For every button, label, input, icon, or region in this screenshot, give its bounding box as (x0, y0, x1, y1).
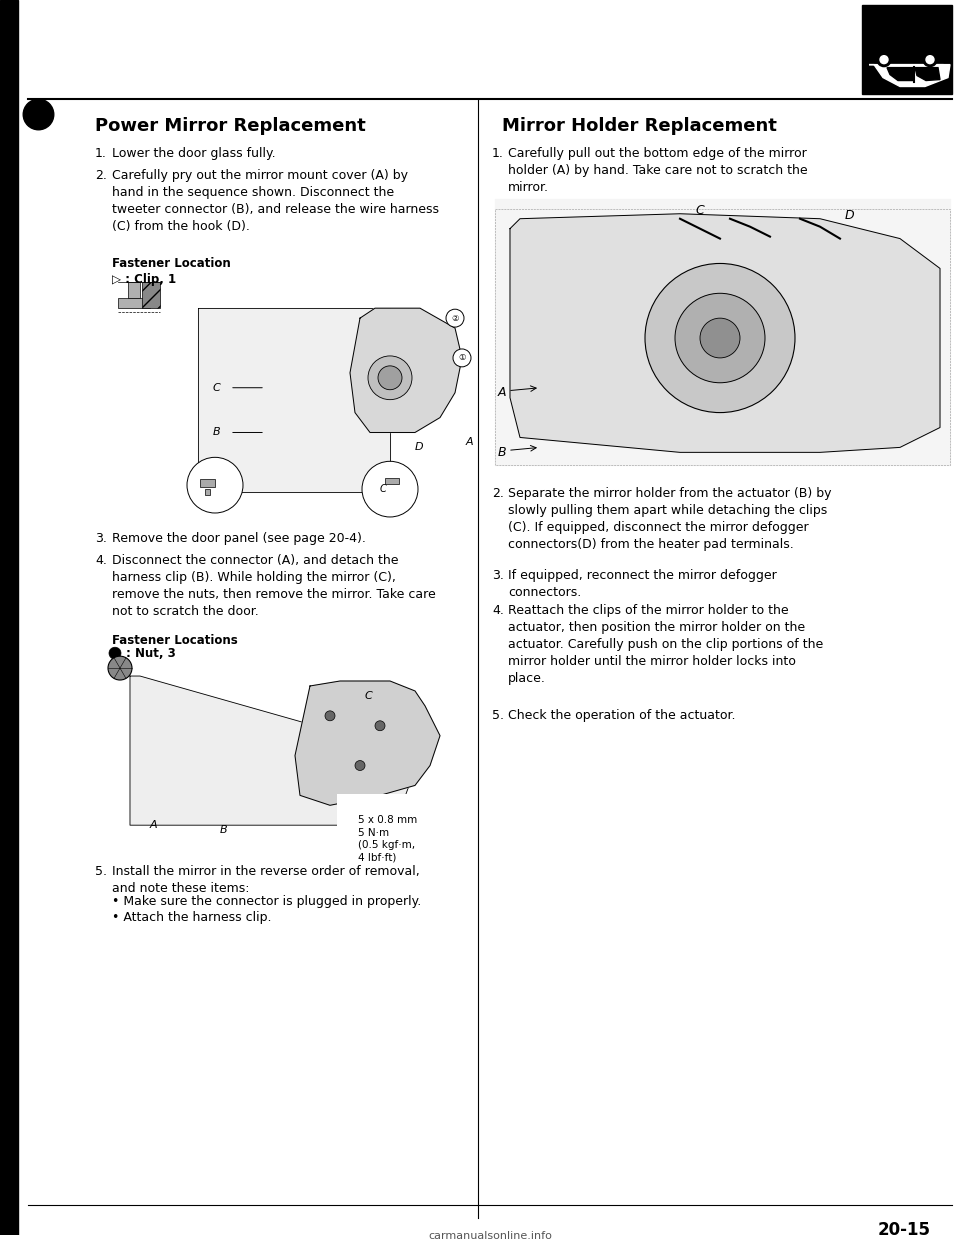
Text: Carefully pull out the bottom edge of the mirror
holder (A) by hand. Take care n: Carefully pull out the bottom edge of th… (508, 147, 807, 194)
Text: C: C (212, 383, 220, 392)
Circle shape (880, 56, 888, 63)
Text: 20-15: 20-15 (878, 1221, 931, 1238)
Text: Fastener Locations: Fastener Locations (112, 635, 238, 647)
Text: A: A (150, 820, 157, 830)
Circle shape (926, 56, 934, 63)
Text: carmanualsonline.info: carmanualsonline.info (428, 1231, 552, 1241)
Text: Check the operation of the actuator.: Check the operation of the actuator. (508, 709, 735, 722)
Bar (200, 479, 215, 487)
Circle shape (368, 356, 412, 400)
Text: 2.: 2. (95, 169, 107, 183)
Text: 5.: 5. (95, 864, 107, 878)
Text: 5 x 0.8 mm
5 N·m
(0.5 kgf·m,
4 lbf·ft): 5 x 0.8 mm 5 N·m (0.5 kgf·m, 4 lbf·ft) (358, 815, 418, 862)
Circle shape (187, 457, 243, 513)
Text: 1.: 1. (95, 147, 107, 160)
Text: Power Mirror Replacement: Power Mirror Replacement (95, 117, 366, 135)
Text: Remove the door panel (see page 20-4).: Remove the door panel (see page 20-4). (112, 532, 366, 545)
Ellipse shape (0, 1139, 16, 1167)
Ellipse shape (0, 851, 16, 879)
Bar (205, 489, 210, 496)
Text: B: B (212, 427, 220, 437)
Bar (142, 282, 160, 308)
Polygon shape (495, 199, 950, 466)
Text: 4.: 4. (95, 554, 107, 566)
Bar (118, 298, 150, 308)
Circle shape (923, 52, 937, 67)
Circle shape (700, 318, 740, 358)
Text: 4.: 4. (492, 605, 504, 617)
Text: 1.: 1. (492, 147, 504, 160)
Circle shape (453, 349, 471, 366)
Circle shape (108, 656, 132, 681)
Bar (128, 282, 140, 298)
Circle shape (446, 309, 464, 327)
Polygon shape (295, 681, 440, 805)
Ellipse shape (0, 463, 16, 491)
Text: Install the mirror in the reverse order of removal,
and note these items:: Install the mirror in the reverse order … (112, 864, 420, 895)
Circle shape (877, 52, 891, 67)
Text: Reattach the clips of the mirror holder to the
actuator, then position the mirro: Reattach the clips of the mirror holder … (508, 605, 824, 686)
Bar (862, 5, 952, 94)
Circle shape (325, 710, 335, 720)
Circle shape (645, 263, 795, 412)
Circle shape (109, 647, 121, 660)
Text: 3.: 3. (492, 569, 504, 581)
Text: C: C (365, 691, 372, 700)
Circle shape (378, 366, 402, 390)
Polygon shape (869, 65, 950, 87)
Text: A: A (466, 437, 473, 447)
Text: 2.: 2. (492, 487, 504, 501)
Text: ①: ① (458, 354, 466, 363)
Text: : Nut, 3: : Nut, 3 (126, 647, 176, 660)
Text: • Make sure the connector is plugged in properly.: • Make sure the connector is plugged in … (112, 894, 421, 908)
Text: If equipped, reconnect the mirror defogger
connectors.: If equipped, reconnect the mirror defogg… (508, 569, 777, 599)
Polygon shape (882, 65, 945, 82)
Polygon shape (198, 308, 390, 492)
Circle shape (362, 461, 418, 517)
Circle shape (675, 293, 765, 383)
Polygon shape (350, 308, 462, 432)
Text: Disconnect the connector (A), and detach the
harness clip (B). While holding the: Disconnect the connector (A), and detach… (112, 554, 436, 617)
Text: 5.: 5. (492, 709, 504, 722)
Polygon shape (510, 214, 940, 452)
Text: • Attach the harness clip.: • Attach the harness clip. (112, 910, 272, 924)
Bar (385, 478, 399, 484)
Circle shape (375, 720, 385, 730)
Text: Lower the door glass fully.: Lower the door glass fully. (112, 147, 276, 160)
Text: Mirror Holder Replacement: Mirror Holder Replacement (502, 117, 777, 135)
Text: C: C (695, 204, 704, 217)
Text: Carefully pry out the mirror mount cover (A) by
hand in the sequence shown. Disc: Carefully pry out the mirror mount cover… (112, 169, 439, 233)
Text: D: D (415, 442, 423, 452)
Bar (0, 0, 18, 1235)
Polygon shape (887, 67, 913, 81)
Polygon shape (915, 67, 940, 81)
Text: ②: ② (451, 314, 459, 323)
Text: D: D (845, 209, 854, 222)
Polygon shape (130, 676, 420, 825)
Text: B: B (498, 446, 507, 458)
Text: B: B (220, 825, 228, 835)
Text: C: C (379, 484, 386, 494)
Text: Separate the mirror holder from the actuator (B) by
slowly pulling them apart wh: Separate the mirror holder from the actu… (508, 487, 831, 551)
Text: A: A (498, 386, 507, 399)
Text: ▷ : Clip, 1: ▷ : Clip, 1 (112, 273, 176, 287)
Circle shape (355, 760, 365, 770)
Text: 3.: 3. (95, 532, 107, 545)
Text: Fastener Location: Fastener Location (112, 257, 230, 270)
